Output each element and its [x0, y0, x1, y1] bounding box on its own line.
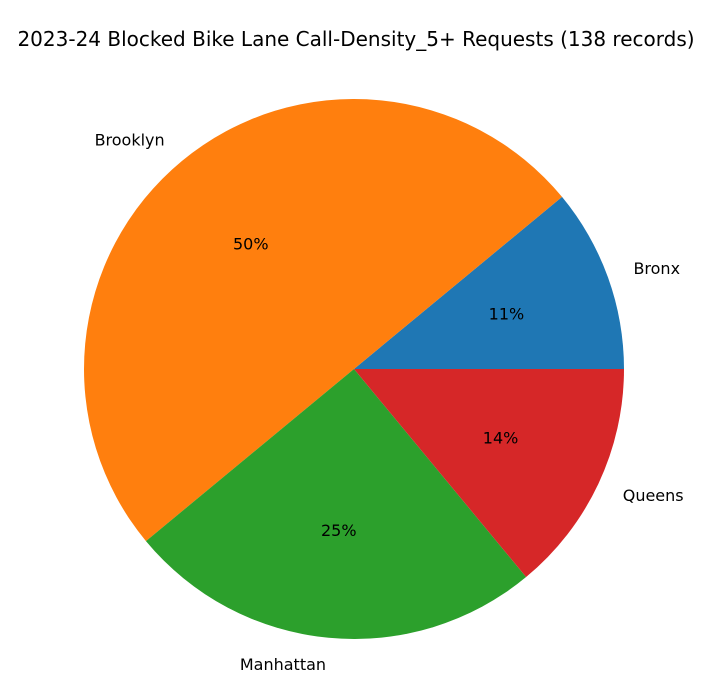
percent-label-queens: 14% — [483, 428, 519, 447]
percent-labels: 11% 50% 25% 14% — [233, 235, 524, 540]
category-labels: Bronx Brooklyn Manhattan Queens — [95, 131, 684, 675]
percent-label-bronx: 11% — [489, 305, 525, 324]
category-label-bronx: Bronx — [633, 259, 680, 278]
category-label-queens: Queens — [623, 486, 684, 505]
pie-slice-queens — [354, 369, 624, 578]
pie-slice-manhattan — [145, 369, 527, 639]
percent-label-manhattan: 25% — [321, 521, 357, 540]
pie-slice-bronx — [354, 196, 624, 369]
pie-slices — [84, 99, 624, 639]
category-label-manhattan: Manhattan — [240, 655, 326, 674]
chart-title: 2023-24 Blocked Bike Lane Call-Density_5… — [17, 27, 694, 51]
pie-slice-brooklyn — [84, 99, 563, 542]
category-label-brooklyn: Brooklyn — [95, 131, 165, 150]
percent-label-brooklyn: 50% — [233, 235, 269, 254]
